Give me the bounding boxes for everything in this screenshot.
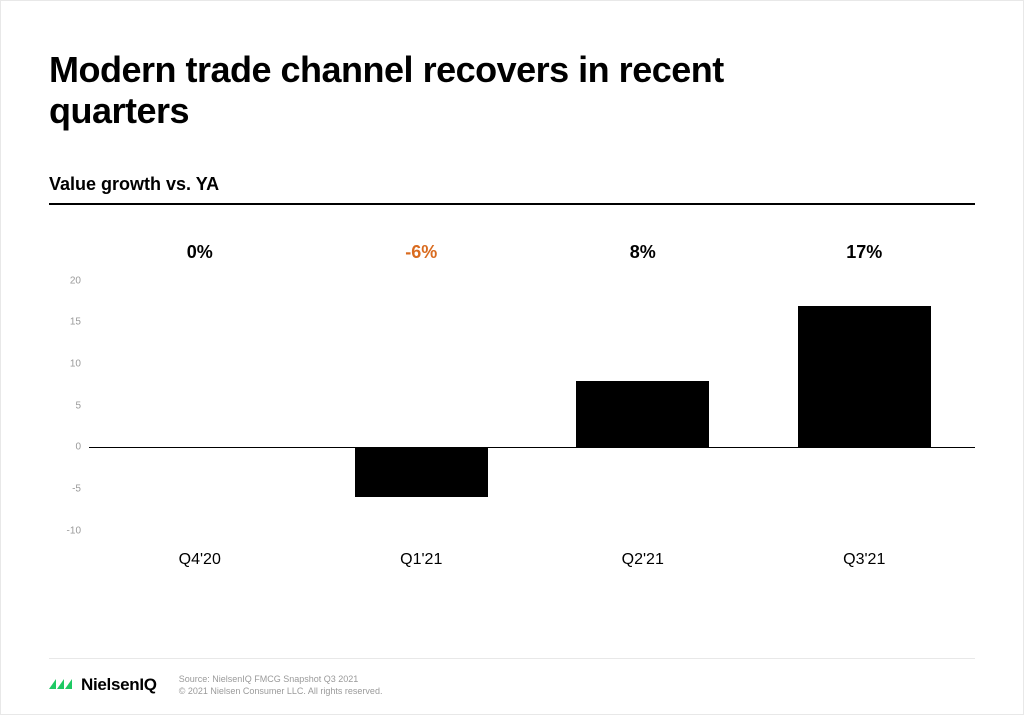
x-tick-label: Q1'21 (311, 551, 533, 569)
chart-subtitle: Value growth vs. YA (49, 174, 975, 205)
brand-name: NielsenIQ (81, 675, 157, 695)
y-tick-label: 5 (75, 400, 81, 411)
value-label-row: 0%-6%8%17% (89, 233, 975, 273)
bar-slot (754, 281, 976, 531)
x-axis-labels: Q4'20Q1'21Q2'21Q3'21 (89, 551, 975, 569)
bar-slot (89, 281, 311, 531)
bar (576, 381, 709, 448)
x-tick-label: Q3'21 (754, 551, 976, 569)
bar (355, 447, 488, 497)
value-label: 8% (532, 242, 754, 263)
y-axis: 20151050-5-10 (49, 281, 85, 531)
y-tick-label: 20 (70, 275, 81, 286)
x-tick-label: Q4'20 (89, 551, 311, 569)
value-label: -6% (311, 242, 533, 263)
bars-layer (89, 281, 975, 531)
value-label: 17% (754, 242, 976, 263)
y-tick-label: 10 (70, 359, 81, 370)
page-title: Modern trade channel recovers in recent … (49, 49, 809, 132)
source-line-2: © 2021 Nielsen Consumer LLC. All rights … (179, 685, 383, 698)
bar-slot (532, 281, 754, 531)
zero-axis-line (89, 447, 975, 448)
source-line-1: Source: NielsenIQ FMCG Snapshot Q3 2021 (179, 673, 383, 686)
chart-card: Modern trade channel recovers in recent … (49, 49, 975, 654)
y-tick-label: -10 (67, 525, 81, 536)
bar-chart: 0%-6%8%17% 20151050-5-10 Q4'20Q1'21Q2'21… (49, 233, 975, 593)
y-tick-label: -5 (72, 484, 81, 495)
plot-area: 20151050-5-10 (89, 281, 975, 531)
brand-logo: NielsenIQ (49, 675, 157, 695)
brand-mark-icon (49, 675, 75, 695)
x-tick-label: Q2'21 (532, 551, 754, 569)
value-label: 0% (89, 242, 311, 263)
bar (798, 306, 931, 448)
footer: NielsenIQ Source: NielsenIQ FMCG Snapsho… (49, 658, 975, 698)
y-tick-label: 0 (75, 442, 81, 453)
source-text: Source: NielsenIQ FMCG Snapshot Q3 2021 … (179, 673, 383, 698)
y-tick-label: 15 (70, 317, 81, 328)
bar-slot (311, 281, 533, 531)
